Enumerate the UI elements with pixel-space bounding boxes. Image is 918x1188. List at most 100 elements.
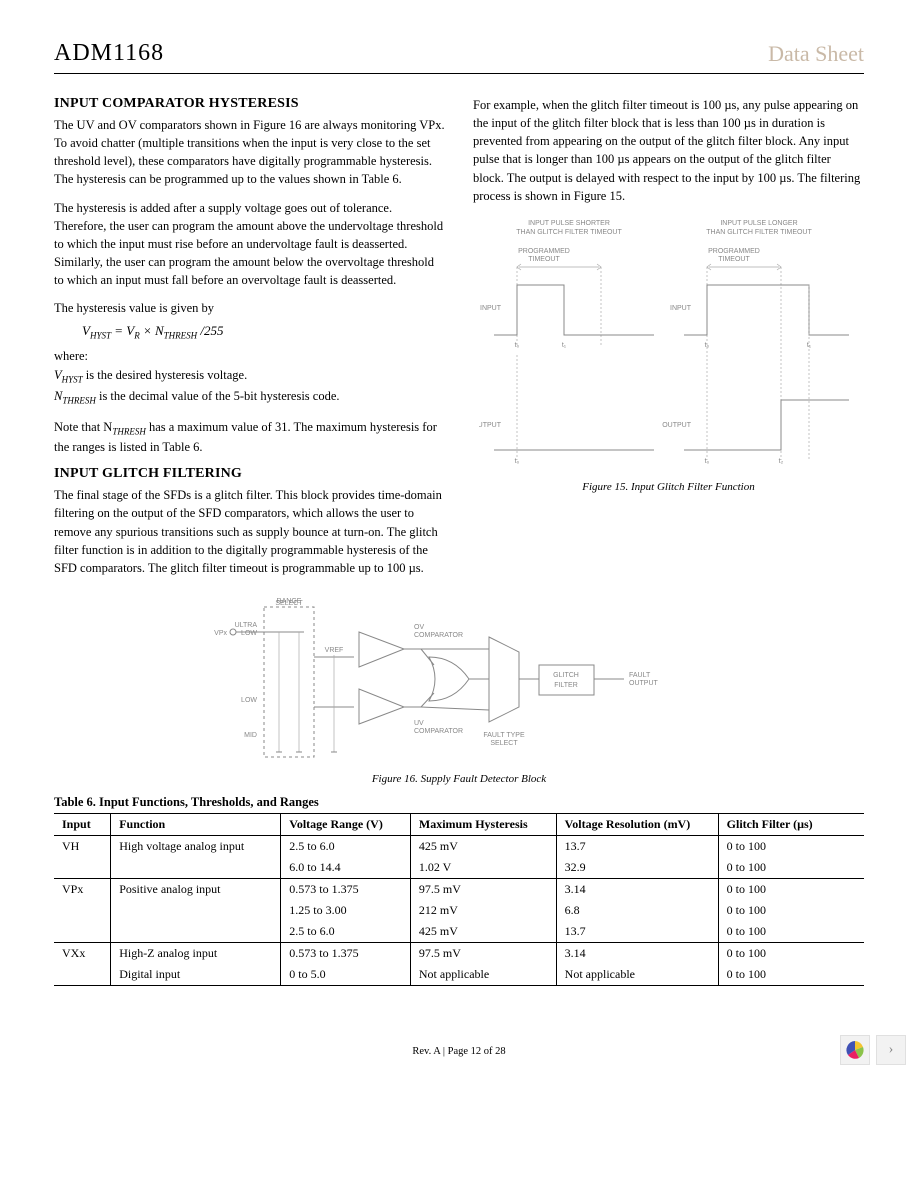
- table-header-cell: Voltage Resolution (mV): [556, 813, 718, 835]
- svg-text:GLITCH: GLITCH: [553, 672, 579, 679]
- table-cell: 425 mV: [410, 835, 556, 857]
- svg-text:OV: OV: [414, 624, 424, 631]
- table-cell: 97.5 mV: [410, 942, 556, 964]
- svg-text:FAULT TYPE: FAULT TYPE: [483, 732, 525, 739]
- svg-text:TIMEOUT: TIMEOUT: [718, 256, 750, 263]
- table-cell: [54, 921, 111, 943]
- svg-text:t₂: t₂: [778, 458, 783, 465]
- table-cell: 0.573 to 1.375: [281, 942, 411, 964]
- table-cell: Not applicable: [556, 964, 718, 986]
- table-row: 1.25 to 3.00212 mV6.80 to 100: [54, 900, 864, 921]
- figure-16: VPx RANGE SELECT ULTRA LOW LOW MID VREF: [54, 597, 864, 767]
- table-cell: [111, 857, 281, 879]
- table-cell: 13.7: [556, 835, 718, 857]
- svg-text:COMPARATOR: COMPARATOR: [414, 728, 463, 735]
- hysteresis-equation: VHYST = VR × NTHRESH /255: [82, 323, 445, 341]
- heading-glitch: INPUT GLITCH FILTERING: [54, 466, 445, 482]
- table-cell: 3.14: [556, 942, 718, 964]
- table-row: 2.5 to 6.0425 mV13.70 to 100: [54, 921, 864, 943]
- table-row: Digital input0 to 5.0Not applicableNot a…: [54, 964, 864, 986]
- svg-text:LOW: LOW: [241, 697, 257, 704]
- table-cell: [111, 921, 281, 943]
- table-cell: [54, 900, 111, 921]
- table-cell: 0 to 100: [718, 921, 864, 943]
- page-footer: Rev. A | Page 12 of 28: [54, 1046, 864, 1057]
- figure-16-caption: Figure 16. Supply Fault Detector Block: [54, 773, 864, 785]
- table-header-cell: Input: [54, 813, 111, 835]
- main-content: INPUT COMPARATOR HYSTERESIS The UV and O…: [54, 92, 864, 587]
- left-column: INPUT COMPARATOR HYSTERESIS The UV and O…: [54, 92, 445, 587]
- svg-text:SELECT: SELECT: [490, 740, 518, 747]
- table-cell: 0 to 100: [718, 964, 864, 986]
- table-cell: High-Z analog input: [111, 942, 281, 964]
- right-column: For example, when the glitch filter time…: [473, 92, 864, 587]
- table-header-row: InputFunctionVoltage Range (V)Maximum Hy…: [54, 813, 864, 835]
- figure-15-svg: INPUT PULSE SHORTER THAN GLITCH FILTER T…: [479, 215, 859, 475]
- table-cell: 13.7: [556, 921, 718, 943]
- svg-text:MID: MID: [244, 732, 257, 739]
- table-cell: [111, 900, 281, 921]
- svg-text:t₁: t₁: [561, 342, 566, 349]
- svg-text:OUTPUT: OUTPUT: [662, 422, 692, 429]
- table-6-title: Table 6. Input Functions, Thresholds, an…: [54, 795, 864, 810]
- table-cell: Not applicable: [410, 964, 556, 986]
- page-header: ADM1168 Data Sheet: [54, 40, 864, 74]
- table-cell: 6.8: [556, 900, 718, 921]
- figure-15-caption: Figure 15. Input Glitch Filter Function: [473, 481, 864, 493]
- para-hyst-1: The UV and OV comparators shown in Figur…: [54, 116, 445, 189]
- where-label: where:: [54, 347, 445, 366]
- para-hyst-3: The hysteresis value is given by: [54, 299, 445, 317]
- figure-15: INPUT PULSE SHORTER THAN GLITCH FILTER T…: [473, 215, 864, 475]
- part-number: ADM1168: [54, 40, 164, 67]
- table-cell: 425 mV: [410, 921, 556, 943]
- svg-text:PROGRAMMED: PROGRAMMED: [708, 248, 760, 255]
- table-cell: 0 to 100: [718, 857, 864, 879]
- table-cell: VXx: [54, 942, 111, 964]
- table-cell: VH: [54, 835, 111, 857]
- table-cell: Positive analog input: [111, 878, 281, 900]
- svg-text:OUTPUT: OUTPUT: [479, 422, 502, 429]
- svg-text:INPUT PULSE LONGER: INPUT PULSE LONGER: [720, 220, 797, 227]
- table-cell: Digital input: [111, 964, 281, 986]
- heading-hysteresis: INPUT COMPARATOR HYSTERESIS: [54, 96, 445, 112]
- where-line-1: VHYST is the desired hysteresis voltage.: [54, 366, 445, 387]
- table-row: VHHigh voltage analog input2.5 to 6.0425…: [54, 835, 864, 857]
- svg-text:INPUT: INPUT: [480, 305, 502, 312]
- table-row: 6.0 to 14.41.02 V32.90 to 100: [54, 857, 864, 879]
- table-cell: 6.0 to 14.4: [281, 857, 411, 879]
- svg-text:PROGRAMMED: PROGRAMMED: [518, 248, 570, 255]
- svg-text:t₀: t₀: [514, 458, 519, 465]
- table-header-cell: Function: [111, 813, 281, 835]
- svg-text:INPUT: INPUT: [670, 305, 692, 312]
- where-line-2: NTHRESH is the decimal value of the 5-bi…: [54, 387, 445, 408]
- table-header-cell: Glitch Filter (µs): [718, 813, 864, 835]
- table-cell: 0 to 100: [718, 878, 864, 900]
- table-header-cell: Voltage Range (V): [281, 813, 411, 835]
- viewer-logo-icon[interactable]: [840, 1035, 870, 1065]
- svg-text:t₁: t₁: [806, 342, 811, 349]
- table-row: VXxHigh-Z analog input0.573 to 1.37597.5…: [54, 942, 864, 964]
- table-cell: 3.14: [556, 878, 718, 900]
- table-cell: 32.9: [556, 857, 718, 879]
- viewer-widget: ›: [840, 1035, 906, 1065]
- table-cell: 2.5 to 6.0: [281, 835, 411, 857]
- table-row: VPxPositive analog input0.573 to 1.37597…: [54, 878, 864, 900]
- para-hyst-4: Note that NTHRESH has a maximum value of…: [54, 418, 445, 457]
- table-cell: 0 to 100: [718, 835, 864, 857]
- svg-text:ULTRA: ULTRA: [235, 622, 258, 629]
- figure-16-svg: VPx RANGE SELECT ULTRA LOW LOW MID VREF: [209, 597, 709, 767]
- svg-text:LOW: LOW: [241, 630, 257, 637]
- table-cell: 0 to 100: [718, 900, 864, 921]
- table-cell: VPx: [54, 878, 111, 900]
- svg-text:VPx: VPx: [214, 630, 227, 637]
- next-page-button[interactable]: ›: [876, 1035, 906, 1065]
- table-cell: 1.02 V: [410, 857, 556, 879]
- svg-text:t₀: t₀: [704, 342, 709, 349]
- table-cell: 212 mV: [410, 900, 556, 921]
- svg-text:FILTER: FILTER: [554, 682, 578, 689]
- svg-text:VREF: VREF: [325, 647, 344, 654]
- para-glitch-1: The final stage of the SFDs is a glitch …: [54, 486, 445, 577]
- table-cell: 0 to 100: [718, 942, 864, 964]
- svg-text:OUTPUT: OUTPUT: [629, 680, 659, 687]
- svg-text:t₀: t₀: [514, 342, 519, 349]
